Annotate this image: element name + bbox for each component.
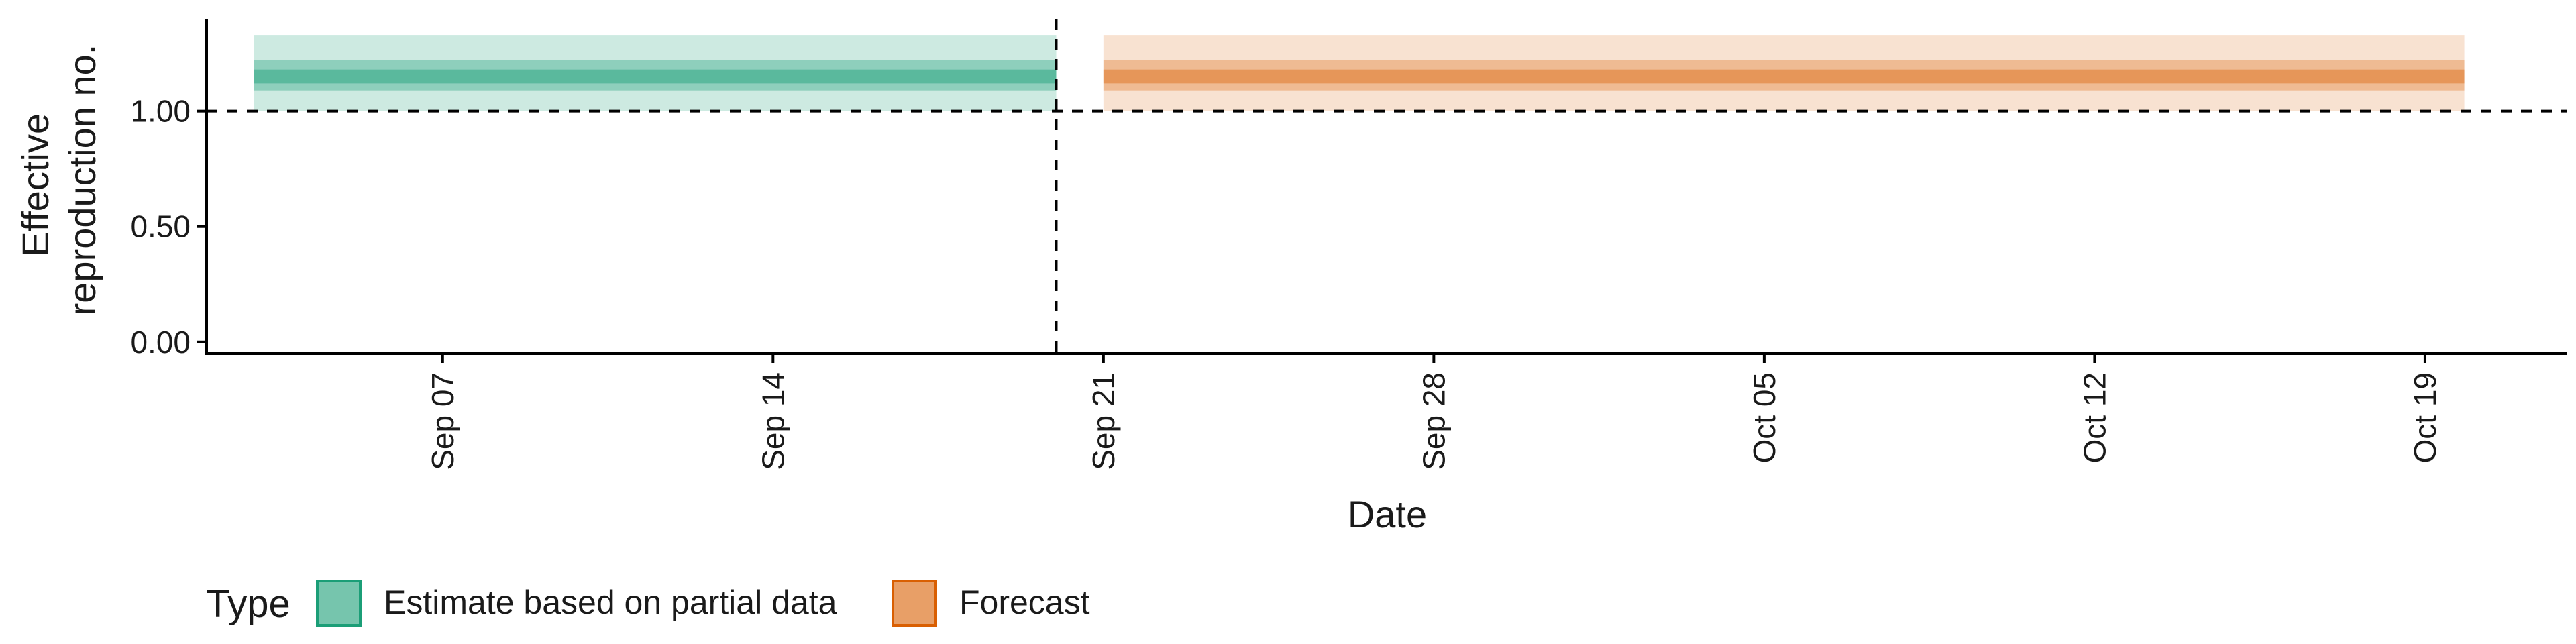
ribbon-band-0-1	[254, 60, 1057, 91]
x-tick-label: Oct 19	[2408, 372, 2443, 464]
legend-swatch-forecast	[892, 580, 937, 627]
x-axis-title: Date	[1348, 493, 1427, 535]
ribbon-layer	[254, 35, 2465, 111]
y-axis-title-line-1: Effective	[14, 113, 56, 257]
ribbon-band-1-1	[1103, 60, 2465, 91]
ribbon-band-1-0	[1103, 35, 2465, 111]
ribbon-band-1-2	[1103, 69, 2465, 84]
x-tick-label: Oct 12	[2077, 372, 2112, 464]
ribbon-band-0-2	[254, 69, 1057, 84]
y-tick-label: 0.00	[130, 325, 191, 360]
y-tick-label: 1.00	[130, 94, 191, 129]
x-tick-label: Sep 07	[425, 372, 460, 470]
legend-swatch-estimate	[316, 580, 362, 627]
ribbon-band-0-0	[254, 35, 1057, 111]
x-tick-label: Oct 05	[1747, 372, 1782, 464]
legend-label-forecast: Forecast	[959, 584, 1090, 621]
x-tick-label: Sep 21	[1086, 372, 1121, 470]
reference-lines	[207, 19, 2567, 354]
legend-title: Type	[206, 582, 290, 626]
x-tick-label: Sep 14	[755, 372, 790, 470]
y-tick-label: 0.50	[130, 209, 191, 244]
y-axis-title-line-2: reproduction no.	[61, 44, 103, 316]
legend: Type Estimate based on partial data Fore…	[206, 580, 1090, 627]
legend-label-estimate: Estimate based on partial data	[384, 584, 837, 621]
axes: 0.00 0.50 1.00 Sep 07 Sep 14 Sep 21 Sep 28 Oct …	[130, 19, 2567, 470]
y-axis-title: Effective reproduction no.	[14, 44, 103, 316]
x-tick-label: Sep 28	[1416, 372, 1451, 470]
